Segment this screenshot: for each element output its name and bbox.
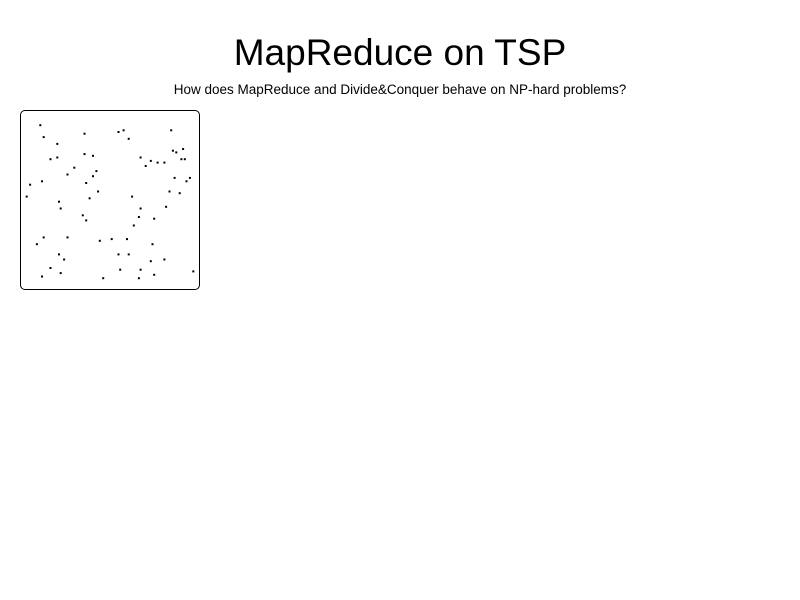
city-point [83, 153, 86, 156]
page-title: MapReduce on TSP [233, 32, 567, 73]
city-point [183, 158, 186, 161]
city-point [153, 217, 156, 220]
city-point [42, 136, 45, 139]
city-point [25, 195, 28, 198]
city-point [192, 270, 195, 273]
city-point [35, 243, 38, 246]
city-point [88, 197, 91, 200]
city-point [110, 238, 113, 241]
city-point [85, 182, 88, 184]
city-point [149, 159, 152, 162]
city-point [58, 253, 60, 256]
city-point [63, 258, 66, 261]
city-point [137, 277, 140, 280]
city-point [144, 165, 147, 167]
city-point [42, 236, 45, 239]
city-point [170, 129, 173, 132]
city-point [132, 224, 135, 227]
city-point [49, 267, 52, 269]
city-point [127, 137, 130, 140]
tsp-canvas[interactable] [20, 110, 200, 290]
city-point [59, 272, 62, 275]
city-point [49, 158, 52, 161]
city-point [178, 192, 181, 195]
city-point [139, 207, 142, 210]
city-point [149, 260, 152, 263]
city-point [117, 131, 120, 133]
city-point [41, 180, 43, 183]
city-point [182, 148, 185, 150]
city-point [81, 214, 84, 217]
city-point [173, 176, 176, 179]
city-point [56, 142, 59, 145]
city-point [102, 277, 105, 280]
city-point [98, 239, 101, 242]
city-point [151, 243, 154, 246]
city-point [92, 154, 94, 157]
city-point [175, 151, 178, 154]
city-point [29, 183, 32, 186]
city-point [156, 161, 159, 164]
city-point [153, 273, 156, 276]
city-point [59, 207, 62, 210]
city-point [58, 200, 60, 203]
city-point [39, 124, 42, 127]
city-point [41, 275, 43, 278]
city-point [139, 268, 142, 271]
city-point [117, 253, 120, 256]
city-point [188, 176, 191, 179]
city-point [83, 132, 86, 135]
city-point [165, 205, 168, 208]
city-point [168, 190, 171, 193]
city-point [122, 129, 125, 132]
city-point [131, 195, 134, 198]
city-point [73, 166, 76, 169]
city-point [126, 238, 128, 241]
city-point [163, 258, 166, 261]
city-point [163, 161, 166, 164]
tsp-points-plot [25, 124, 195, 280]
city-point [97, 190, 100, 193]
city-point [66, 173, 69, 176]
city-point [185, 180, 188, 183]
city-point [139, 156, 142, 159]
city-point [85, 219, 88, 222]
city-point [92, 175, 94, 178]
city-point [127, 253, 130, 256]
city-point [56, 156, 59, 159]
city-point [66, 236, 69, 239]
page-subtitle: How does MapReduce and Divide&Conquer be… [173, 82, 627, 97]
city-point [171, 149, 174, 152]
city-point [95, 170, 98, 173]
city-point [137, 216, 140, 218]
city-point [119, 268, 122, 271]
city-point [180, 158, 183, 161]
